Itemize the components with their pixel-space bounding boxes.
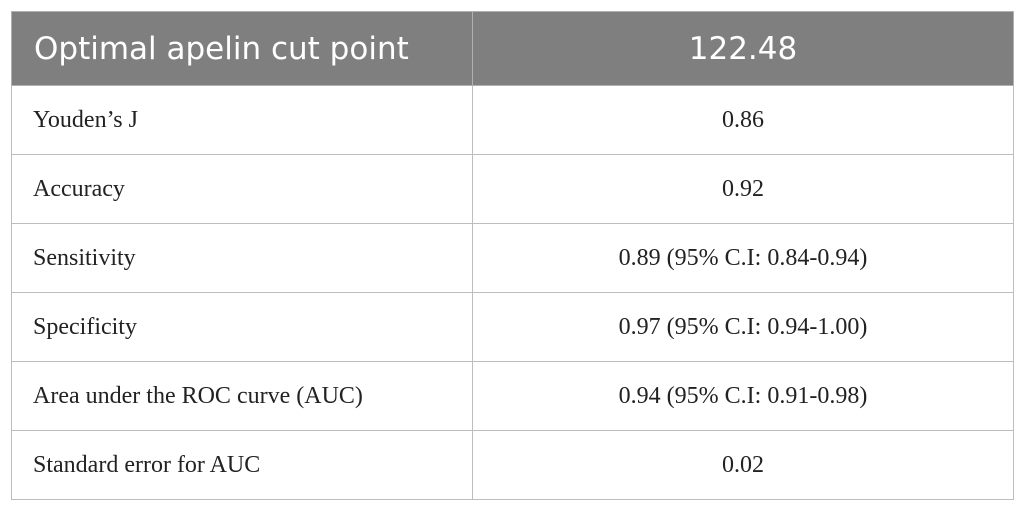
header-row: Optimal apelin cut point 122.48 (11, 11, 1014, 86)
table-cell: Specificity (11, 292, 473, 362)
table-cell: Accuracy (11, 154, 473, 224)
table-row: Specificity 0.97 (95% C.I: 0.94-1.00) (11, 292, 1014, 362)
table-cell: 0.89 (95% C.I: 0.84-0.94) (472, 223, 1014, 293)
table-cell: Area under the ROC curve (AUC) (11, 361, 473, 431)
table-row: Standard error for AUC 0.02 (11, 430, 1014, 500)
table-cell: 0.86 (472, 85, 1014, 155)
table-row: Accuracy 0.92 (11, 154, 1014, 224)
table-cell: 0.92 (472, 154, 1014, 224)
table-cell: Youden’s J (11, 85, 473, 155)
table-row: Youden’s J 0.86 (11, 85, 1014, 155)
table-row: Area under the ROC curve (AUC) 0.94 (95% … (11, 361, 1014, 431)
header-cell: Optimal apelin cut point (11, 11, 473, 86)
header-cell: 122.48 (472, 11, 1014, 86)
results-table: Optimal apelin cut point 122.48 Youden’s … (11, 11, 1014, 500)
table-cell: 0.02 (472, 430, 1014, 500)
table-row: Sensitivity 0.89 (95% C.I: 0.84-0.94) (11, 223, 1014, 293)
table-cell: 0.94 (95% C.I: 0.91-0.98) (472, 361, 1014, 431)
table-cell: 0.97 (95% C.I: 0.94-1.00) (472, 292, 1014, 362)
table-cell: Standard error for AUC (11, 430, 473, 500)
table-body: Youden’s J 0.86 Accuracy 0.92 Sensitivity 0.8… (11, 85, 1014, 500)
table-cell: Sensitivity (11, 223, 473, 293)
